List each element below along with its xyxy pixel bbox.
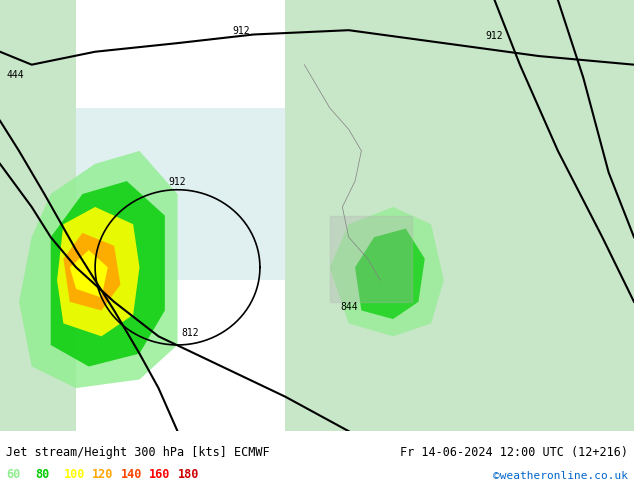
Text: 120: 120 (92, 468, 113, 481)
Text: 912: 912 (486, 31, 503, 41)
Polygon shape (355, 228, 425, 319)
Polygon shape (70, 250, 108, 297)
Text: 100: 100 (63, 468, 85, 481)
Polygon shape (63, 233, 120, 311)
Text: 844: 844 (340, 302, 358, 313)
Text: 140: 140 (120, 468, 142, 481)
Polygon shape (57, 207, 139, 336)
Polygon shape (330, 207, 444, 336)
Text: ©weatheronline.co.uk: ©weatheronline.co.uk (493, 471, 628, 481)
PathPatch shape (0, 0, 76, 431)
Polygon shape (19, 151, 178, 388)
Text: 444: 444 (6, 70, 24, 79)
Text: 812: 812 (181, 328, 199, 338)
Polygon shape (51, 181, 165, 367)
PathPatch shape (285, 0, 634, 431)
Text: 60: 60 (6, 468, 20, 481)
Text: Fr 14-06-2024 12:00 UTC (12+216): Fr 14-06-2024 12:00 UTC (12+216) (399, 446, 628, 459)
PathPatch shape (76, 108, 285, 280)
Text: 180: 180 (178, 468, 199, 481)
Text: 80: 80 (35, 468, 49, 481)
Text: 912: 912 (232, 26, 250, 36)
Text: 160: 160 (149, 468, 171, 481)
Text: Jet stream/Height 300 hPa [kts] ECMWF: Jet stream/Height 300 hPa [kts] ECMWF (6, 446, 270, 459)
Text: 912: 912 (169, 177, 186, 187)
